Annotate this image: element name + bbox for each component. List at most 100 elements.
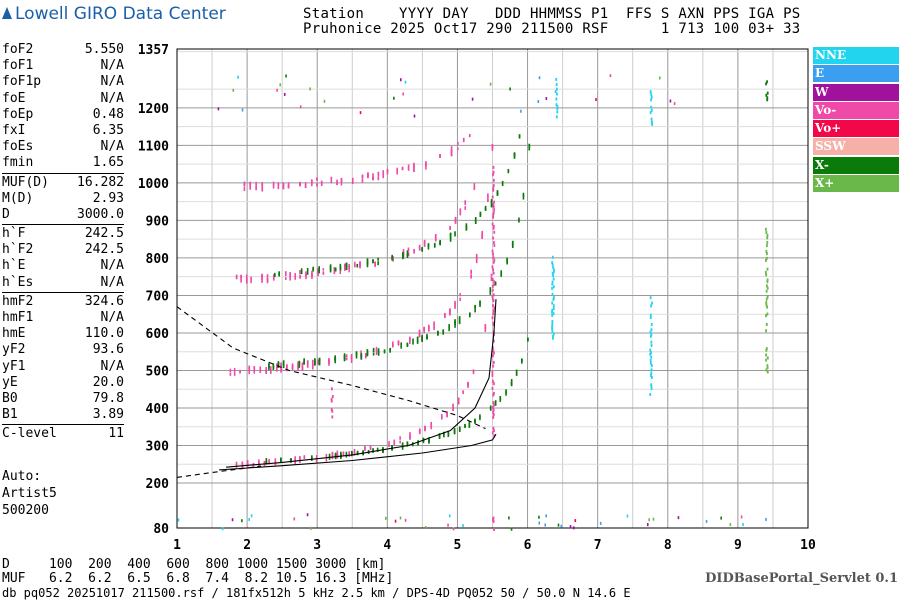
echo-point <box>366 349 369 353</box>
echo-streak-point <box>331 415 334 419</box>
noise-point <box>471 97 474 101</box>
echo-streak-point <box>552 304 555 308</box>
echo-point <box>243 183 246 187</box>
echo-point <box>261 187 264 192</box>
echo-streak-point <box>765 347 768 351</box>
echo-streak-point <box>493 258 496 262</box>
echo-streak-point <box>493 528 495 531</box>
echo-point <box>448 326 450 332</box>
echo-streak-point <box>766 233 769 237</box>
echo-point <box>382 448 384 454</box>
echo-point <box>301 362 304 366</box>
echo-point <box>442 329 445 332</box>
echo-point <box>336 179 338 184</box>
echo-streak-point <box>766 295 769 299</box>
echo-point <box>291 367 294 371</box>
echo-point <box>481 234 484 239</box>
echo-point <box>470 274 472 279</box>
echo-point <box>490 203 493 207</box>
echo-point <box>401 443 404 448</box>
echo-streak-point <box>765 348 768 352</box>
param-value: 5.550 <box>84 42 124 57</box>
echo-point <box>243 181 246 185</box>
echo-point <box>277 182 280 186</box>
legend-entry: X+ <box>813 175 899 193</box>
param-value: N/A <box>100 258 124 274</box>
echo-streak-point <box>492 215 495 219</box>
echo-point <box>339 265 342 271</box>
echo-streak-point <box>492 415 495 419</box>
echo-point <box>336 450 339 455</box>
echo-point <box>465 225 468 229</box>
echo-streak-point <box>650 364 653 368</box>
echo-point <box>400 345 402 349</box>
param-key: D <box>2 206 10 222</box>
echo-streak-point <box>493 434 496 438</box>
echo-point <box>453 428 456 434</box>
echo-point <box>253 366 256 371</box>
echo-point <box>233 371 236 376</box>
echo-point <box>402 253 404 257</box>
echo-point <box>344 267 346 271</box>
param-row: MUF(D) 16.282 <box>2 175 124 191</box>
echo-point <box>450 149 453 154</box>
param-row: D 3000.0 <box>2 207 124 223</box>
param-value: N/A <box>100 58 124 74</box>
echo-streak-point <box>492 224 495 228</box>
noise-point <box>221 527 224 531</box>
echo-point <box>388 441 390 445</box>
echo-point <box>248 370 251 375</box>
echo-point <box>372 347 375 351</box>
y-tick-label: 80 <box>153 522 169 537</box>
echo-point <box>459 293 461 297</box>
echo-point <box>249 185 252 190</box>
echo-point <box>528 145 531 150</box>
echo-point <box>487 199 489 202</box>
param-key: foF1p <box>2 74 42 90</box>
echo-streak-point <box>493 306 496 310</box>
param-row: B1 3.89 <box>2 407 124 423</box>
echo-streak-point <box>331 409 334 413</box>
noise-point <box>659 76 661 80</box>
param-row: foEs N/A <box>2 139 124 155</box>
echo-point <box>330 177 333 180</box>
echo-point <box>450 152 453 157</box>
echo-point <box>511 242 514 247</box>
echo-point <box>322 268 325 271</box>
echo-point <box>377 172 380 177</box>
noise-point <box>232 88 235 92</box>
echo-streak-point <box>555 97 558 101</box>
echo-point <box>253 370 256 374</box>
echo-streak-point <box>492 184 495 188</box>
artist-version: Artist5 <box>2 486 57 501</box>
c-level-value: 11 <box>108 426 124 442</box>
param-key: hmF1 <box>2 310 34 325</box>
echo-point <box>433 243 436 248</box>
echo-streak-point <box>552 297 555 301</box>
param-value: N/A <box>100 90 124 106</box>
echo-point <box>454 323 456 328</box>
echo-point <box>522 192 525 196</box>
param-row: foEp 0.48 <box>2 107 124 123</box>
echo-point <box>490 198 493 203</box>
noise-point <box>276 88 278 92</box>
param-value: 93.6 <box>92 342 124 358</box>
echo-point <box>246 462 249 467</box>
c-level-row: C-level 11 <box>2 426 124 441</box>
echo-point <box>499 398 502 402</box>
echo-point <box>364 445 366 451</box>
auto-scaling-info: Auto: Artist5 500200 <box>2 468 57 519</box>
echo-streak-point <box>765 82 767 86</box>
echo-streak-point <box>491 265 494 269</box>
echo-point <box>306 364 309 368</box>
echo-point <box>407 164 410 169</box>
echo-streak-point <box>492 205 495 209</box>
dashed-curve <box>176 465 262 478</box>
echo-point <box>315 458 318 463</box>
echo-point <box>311 359 314 363</box>
echo-streak-point <box>492 354 494 358</box>
echo-point <box>325 453 328 459</box>
echo-streak-point <box>551 261 554 265</box>
echo-streak-point <box>493 283 495 287</box>
